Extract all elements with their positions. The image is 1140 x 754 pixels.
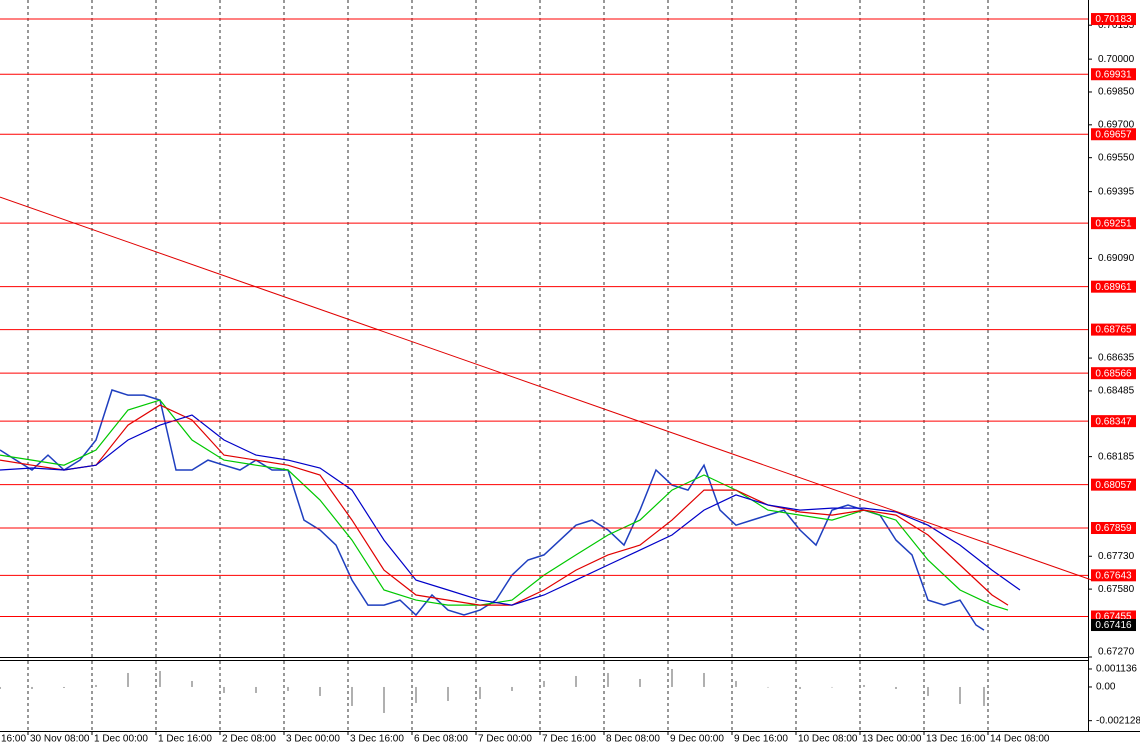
histogram-bar xyxy=(799,686,801,689)
x-tick-label: 7 Dec 00:00 xyxy=(478,734,532,745)
y-tick-label: -0.002128 xyxy=(1096,715,1140,726)
histogram-bar xyxy=(447,686,449,701)
x-tick-label: 9 Dec 16:00 xyxy=(734,734,788,745)
line xyxy=(0,414,1021,606)
x-tick-label: 8 Dec 08:00 xyxy=(606,734,660,745)
histogram-bar xyxy=(607,672,609,687)
histogram-bar xyxy=(895,686,897,689)
histogram-bar xyxy=(735,680,737,687)
line xyxy=(0,196,1093,581)
level-label-box xyxy=(1091,13,1136,26)
level-label: 0.70183 xyxy=(1095,14,1132,25)
histogram-bar xyxy=(319,686,321,696)
level-label: 0.67643 xyxy=(1095,570,1132,581)
histogram-bar xyxy=(383,686,385,713)
x-tick-label: 6 Dec 08:00 xyxy=(414,734,468,745)
histogram-bar xyxy=(543,680,545,687)
histogram-bar xyxy=(767,686,769,688)
x-tick-label: 7 Dec 16:00 xyxy=(542,734,596,745)
price-label: 0.67416 xyxy=(1095,620,1132,631)
x-tick-label: 30 Nov 08:00 xyxy=(30,734,90,745)
price-label-box xyxy=(1091,619,1136,632)
y-tick-label: 0.67580 xyxy=(1098,584,1135,595)
histogram-bar xyxy=(191,680,193,687)
y-tick-label: 0.67730 xyxy=(1098,551,1135,562)
histogram-bar xyxy=(351,686,353,706)
histogram-bar xyxy=(479,686,481,699)
y-tick-label: 0.69850 xyxy=(1098,87,1135,98)
y-tick-label: 0.67270 xyxy=(1098,647,1135,658)
x-tick-label: 13 Dec 16:00 xyxy=(926,734,986,745)
histogram-bar xyxy=(831,686,833,688)
plot xyxy=(0,0,1021,657)
y-tick-label: 0.68185 xyxy=(1098,451,1135,462)
histogram-bar xyxy=(511,686,513,691)
level-label-box xyxy=(1091,128,1136,141)
x-tick-label: 13 Dec 00:00 xyxy=(862,734,922,745)
x-tick-label: 1 Dec 00:00 xyxy=(94,734,148,745)
level-label: 0.68765 xyxy=(1095,325,1132,336)
histogram-bar xyxy=(671,668,673,687)
level-label: 0.69931 xyxy=(1095,69,1132,80)
y-tick-label: 0.69090 xyxy=(1098,253,1135,264)
histogram-bar xyxy=(63,686,65,688)
histogram-bar xyxy=(639,678,641,687)
y-tick-label: 0.70000 xyxy=(1098,54,1135,65)
level-label: 0.67455 xyxy=(1095,612,1132,623)
y-tick-label: 0.00 xyxy=(1096,682,1116,693)
level-label-box xyxy=(1091,280,1136,293)
histogram-bar xyxy=(127,672,129,687)
x-tick-label: 1 Dec 16:00 xyxy=(158,734,212,745)
x-tick-label: 9 Dec 00:00 xyxy=(670,734,724,745)
histogram-bar xyxy=(863,684,865,687)
level-label: 0.68961 xyxy=(1095,282,1132,293)
y-tick-label: 0.68635 xyxy=(1098,353,1135,364)
x-tick-label: 3 Dec 16:00 xyxy=(350,734,404,745)
y-tick-label: 0.68485 xyxy=(1098,386,1135,397)
histogram-bar xyxy=(255,686,257,693)
histogram-bar xyxy=(927,686,929,696)
level-label: 0.68347 xyxy=(1095,416,1132,427)
level-label-box xyxy=(1091,367,1136,380)
level-label-box xyxy=(1091,217,1136,230)
x-tick-label: 3 Dec 00:00 xyxy=(286,734,340,745)
histogram-bar xyxy=(95,684,97,687)
level-label: 0.69657 xyxy=(1095,129,1132,140)
histogram-bar xyxy=(959,686,961,704)
histogram-bar xyxy=(703,672,705,687)
histogram-bar xyxy=(159,670,161,687)
y-tick-label: 0.69700 xyxy=(1098,119,1135,130)
level-label-box xyxy=(1091,68,1136,81)
x-tick-label: 16:00 xyxy=(1,734,26,745)
y-tick-label: 0.001136 xyxy=(1096,664,1137,675)
histogram-bar xyxy=(983,686,985,706)
histogram-bar xyxy=(287,686,289,691)
level-label-box xyxy=(1091,323,1136,336)
line xyxy=(0,399,1009,611)
histogram-bar xyxy=(223,686,225,693)
x-tick-label: 2 Dec 08:00 xyxy=(222,734,276,745)
histogram-bar xyxy=(31,686,33,689)
level-label: 0.68057 xyxy=(1095,480,1132,491)
x-tick-label: 10 Dec 08:00 xyxy=(798,734,858,745)
level-label: 0.67859 xyxy=(1095,523,1132,534)
level-label-box xyxy=(1091,522,1136,535)
y-tick-label: 0.69550 xyxy=(1098,152,1135,163)
level-label: 0.68566 xyxy=(1095,368,1132,379)
x-tick-label: 14 Dec 08:00 xyxy=(990,734,1050,745)
y-tick-label: 0.69395 xyxy=(1098,186,1135,197)
level-label-box xyxy=(1091,569,1136,582)
level-label: 0.69251 xyxy=(1095,218,1132,229)
level-label-box xyxy=(1091,478,1136,491)
level-label-box xyxy=(1091,415,1136,428)
histogram-bar xyxy=(0,686,1,689)
histogram-bar xyxy=(575,675,577,687)
histogram-bar xyxy=(415,686,417,703)
y-tick-label: 0.70155 xyxy=(1098,20,1135,31)
